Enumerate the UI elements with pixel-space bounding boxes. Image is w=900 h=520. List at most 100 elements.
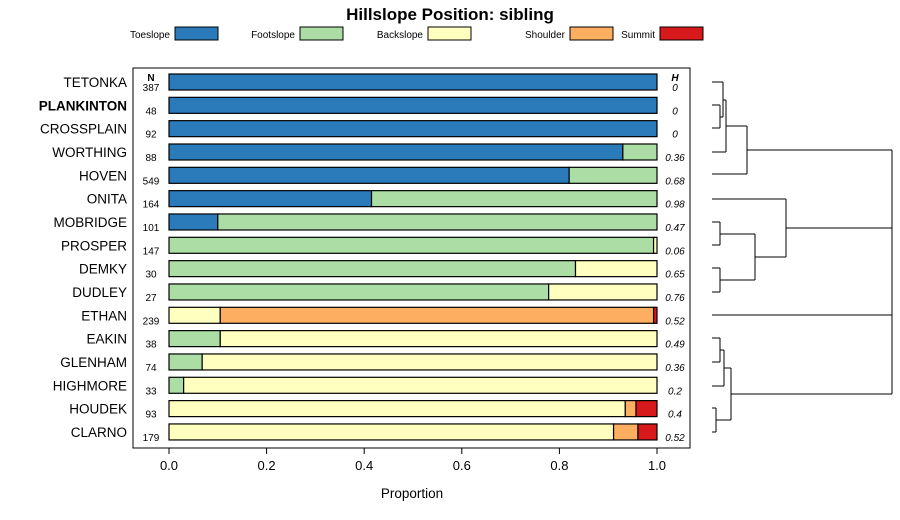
bar-segment [168,330,221,348]
n-value: 179 [143,433,160,444]
bar-segment [168,283,550,301]
n-value: 387 [143,83,160,94]
h-value: 0.52 [665,433,685,444]
row-label: HIGHMORE [53,378,127,393]
n-value: 74 [145,363,157,374]
bar-segment [168,96,658,114]
h-value: 0.98 [665,200,685,211]
x-tick-label: 0.2 [258,458,276,473]
legend-label-footslope: Footslope [251,30,295,41]
h-value: 0.06 [665,246,685,257]
bar-segment [574,260,658,278]
dendrogram-branch [712,198,892,293]
n-value: 93 [145,410,157,421]
row-label: MOBRIDGE [53,215,127,230]
bar-segment [217,213,658,231]
bar-segment [168,306,221,324]
bar-segment [635,400,658,418]
bar-segment [624,400,637,418]
h-value: 0.36 [665,153,685,164]
h-value: 0.76 [665,293,685,304]
bar-segment [652,306,658,324]
h-value: 0.2 [668,386,682,397]
bar-segment [168,120,658,138]
legend-label-shoulder: Shoulder [525,30,566,41]
bar-segment [201,353,658,371]
x-tick-label: 1.0 [648,458,666,473]
row-label: ONITA [87,192,127,207]
h-value: 0.49 [665,340,685,351]
n-value: 239 [143,316,160,327]
n-value: 147 [143,246,160,257]
row-label: CROSSPLAIN [40,122,127,137]
n-value: 48 [145,106,157,117]
h-value: 0.68 [665,176,685,187]
row-label: HOUDEK [69,402,127,417]
row-label: PLANKINTON [39,98,127,113]
legend-label-summit: Summit [621,30,655,41]
h-value: 0.4 [668,410,682,421]
bar-segment [219,330,658,348]
legend-swatch-shoulder [569,26,614,41]
bar-segment [168,213,219,231]
x-tick-label: 0.8 [550,458,568,473]
n-value: 549 [143,176,160,187]
row-label: CLARNO [71,425,127,440]
bar-segment [622,143,658,161]
row-label: WORTHING [52,145,127,160]
n-value: 88 [145,153,157,164]
h-value: 0.52 [665,316,685,327]
h-value: 0 [672,83,678,94]
dendrogram [712,81,893,433]
x-tick-label: 0.0 [160,458,178,473]
n-value: 92 [145,130,157,141]
h-value: 0.65 [665,270,685,281]
bar-segment [168,260,577,278]
plot-frame [132,67,691,449]
row-label: DUDLEY [72,285,127,300]
bar-segment [168,236,655,254]
bar-segment [168,190,373,208]
bar-segment [168,376,185,394]
dendrogram-branch [712,337,892,433]
row-label: PROSPER [61,238,127,253]
legend-swatch-summit [659,26,704,41]
bar-segment [637,423,658,441]
row-label: TETONKA [63,75,127,90]
bar-segment [168,423,615,441]
row-label: HOVEN [79,168,127,183]
bars-layer [168,73,658,441]
bar-segment [168,400,626,418]
bar-segment [219,306,655,324]
bar-segment [548,283,658,301]
bar-segment [168,73,658,91]
n-value: 33 [145,386,157,397]
n-value: 38 [145,340,157,351]
legend-label-toeslope: Toeslope [130,30,170,41]
x-axis-title: Proportion [381,486,443,501]
dendrogram-branch [712,81,892,175]
legend-swatch-backslope [427,26,472,41]
n-value: 101 [143,223,160,234]
h-value: 0 [672,130,678,141]
legend-label-backslope: Backslope [377,30,424,41]
row-label: GLENHAM [60,355,127,370]
h-value: 0.47 [665,223,685,234]
h-value: 0 [672,106,678,117]
n-values: 387 48 92 88 549 164 101 147 30 27 239 38 74 33 93 179 [143,83,160,444]
n-value: 30 [145,270,157,281]
x-axis: 0.0 0.2 0.4 0.6 0.8 1.0 [160,448,666,473]
h-value: 0.36 [665,363,685,374]
bar-segment [168,143,624,161]
bar-segment [652,236,658,254]
x-tick-label: 0.4 [355,458,373,473]
chart-title: Hillslope Position: sibling [346,5,554,24]
bar-segment [370,190,658,208]
row-label: DEMKY [79,262,127,277]
bar-segment [183,376,658,394]
x-tick-label: 0.6 [453,458,471,473]
bar-segment [612,423,639,441]
legend: Toeslope Footslope Backslope Shoulder Summit [130,26,704,41]
n-column-header: N [147,73,154,84]
row-label: EAKIN [86,332,127,347]
